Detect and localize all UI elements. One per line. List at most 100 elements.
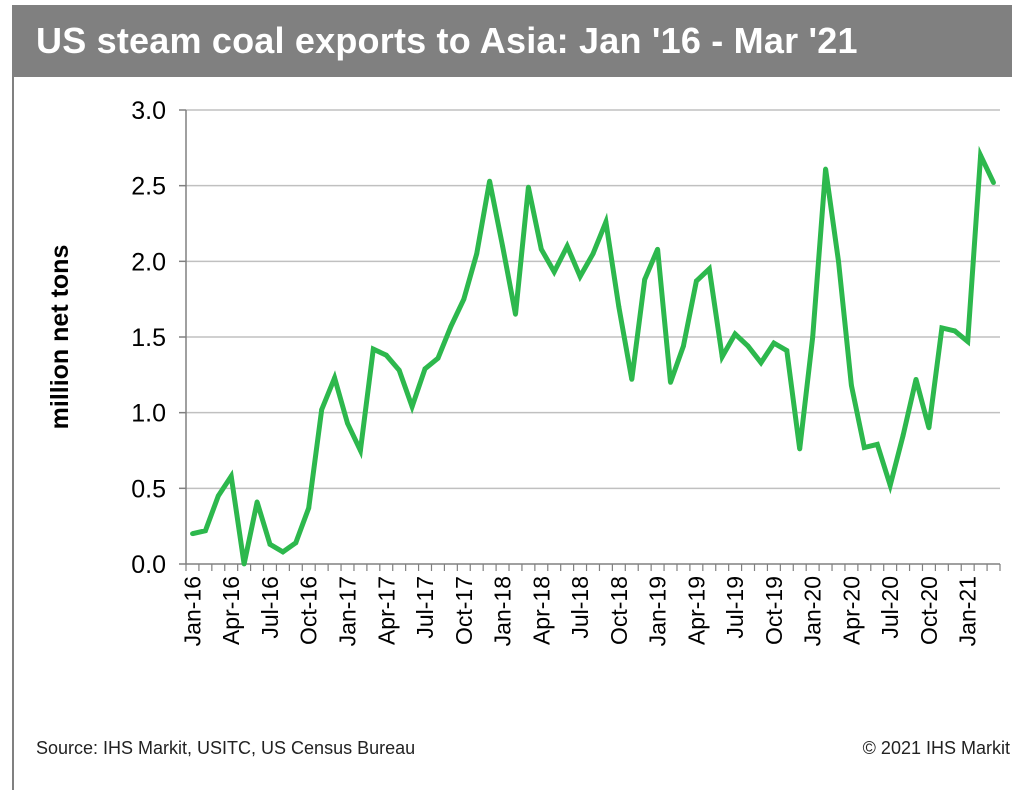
data-point bbox=[280, 549, 286, 555]
data-point bbox=[693, 278, 699, 284]
data-point bbox=[202, 528, 208, 534]
x-tick-label: Jan-16 bbox=[179, 576, 205, 646]
y-tick-label: 0.0 bbox=[131, 551, 166, 579]
data-point bbox=[487, 178, 493, 184]
data-point bbox=[525, 184, 531, 190]
data-point bbox=[836, 258, 841, 264]
data-point bbox=[306, 505, 312, 511]
data-point bbox=[745, 343, 751, 349]
data-point bbox=[370, 346, 376, 352]
data-point bbox=[926, 425, 932, 431]
data-point bbox=[396, 367, 402, 373]
data-point bbox=[564, 243, 570, 249]
data-point bbox=[383, 352, 389, 358]
data-point bbox=[668, 380, 673, 385]
data-point bbox=[706, 266, 712, 272]
y-tick-label: 1.5 bbox=[131, 324, 166, 352]
data-point bbox=[900, 432, 906, 438]
x-tick-label: Apr-19 bbox=[683, 576, 709, 645]
data-point bbox=[474, 251, 480, 257]
data-point bbox=[215, 493, 221, 499]
data-point bbox=[681, 343, 686, 349]
data-point bbox=[655, 246, 661, 252]
data-point bbox=[590, 251, 596, 257]
data-point bbox=[435, 355, 441, 361]
data-point bbox=[241, 561, 247, 567]
data-point bbox=[538, 246, 544, 252]
x-tick-label: Jan-17 bbox=[335, 576, 361, 646]
source-note: Source: IHS Markit, USITC, US Census Bur… bbox=[36, 738, 416, 758]
data-point bbox=[577, 274, 583, 279]
data-point bbox=[629, 376, 635, 382]
data-point bbox=[409, 404, 415, 410]
chart-title: US steam coal exports to Asia: Jan '16 -… bbox=[12, 5, 1012, 77]
frame-border bbox=[12, 77, 14, 790]
data-point bbox=[345, 420, 350, 426]
x-tick-label: Jul-20 bbox=[877, 576, 903, 639]
x-tick-label: Apr-16 bbox=[218, 576, 244, 645]
x-tick-label: Oct-18 bbox=[606, 576, 632, 645]
data-point bbox=[267, 541, 273, 547]
series-group bbox=[190, 145, 996, 567]
copyright-note: © 2021 IHS Markit bbox=[862, 738, 1010, 758]
data-point bbox=[758, 360, 764, 366]
data-point bbox=[732, 331, 738, 337]
y-tick-label: 0.5 bbox=[131, 475, 166, 503]
data-point bbox=[952, 328, 958, 334]
data-point bbox=[771, 340, 777, 346]
data-point bbox=[616, 304, 622, 310]
data-point bbox=[823, 166, 828, 172]
data-point bbox=[448, 324, 454, 329]
x-tick-label: Jan-20 bbox=[800, 576, 826, 646]
data-point bbox=[319, 407, 325, 413]
data-point bbox=[913, 376, 919, 382]
x-axis-ticks: Jan-16 Apr-16 Jul-16 Oct-16 Jan-17 Apr-17 Jul-… bbox=[179, 564, 1001, 646]
data-point bbox=[332, 375, 337, 381]
data-point bbox=[603, 219, 609, 225]
data-point bbox=[861, 445, 867, 450]
x-tick-label: Jul-19 bbox=[722, 576, 748, 639]
data-point bbox=[190, 531, 195, 537]
data-point bbox=[784, 348, 790, 354]
x-tick-label: Jan-19 bbox=[645, 576, 671, 646]
x-tick-label: Oct-17 bbox=[451, 576, 477, 645]
y-tick-label: 2.0 bbox=[131, 248, 166, 276]
gridlines bbox=[186, 109, 1000, 490]
data-point bbox=[642, 277, 648, 282]
x-tick-label: Jul-16 bbox=[257, 576, 283, 639]
x-tick-label: Jan-21 bbox=[955, 576, 981, 646]
x-tick-label: Jul-18 bbox=[567, 576, 593, 639]
x-tick-label: Oct-16 bbox=[296, 576, 322, 645]
data-point bbox=[254, 499, 260, 505]
data-point bbox=[422, 366, 428, 372]
data-point bbox=[358, 448, 363, 453]
data-point bbox=[887, 482, 893, 488]
data-point bbox=[719, 354, 725, 360]
series-line bbox=[191, 145, 996, 565]
data-point bbox=[991, 180, 996, 186]
y-tick-label: 1.0 bbox=[131, 400, 166, 428]
y-axis-label: million net tons bbox=[46, 245, 74, 430]
data-point bbox=[797, 446, 803, 452]
data-point bbox=[228, 473, 234, 479]
x-tick-label: Oct-19 bbox=[761, 576, 787, 645]
y-tick-label: 2.5 bbox=[131, 173, 166, 201]
x-tick-label: Apr-20 bbox=[838, 576, 864, 645]
data-point bbox=[874, 442, 880, 447]
x-tick-label: Jan-18 bbox=[490, 576, 516, 646]
x-tick-label: Jul-17 bbox=[412, 576, 438, 639]
data-point bbox=[293, 540, 299, 546]
x-tick-label: Oct-20 bbox=[916, 576, 942, 645]
data-point bbox=[965, 339, 971, 344]
x-tick-label: Apr-18 bbox=[528, 576, 554, 645]
data-point bbox=[513, 311, 518, 317]
data-point bbox=[849, 383, 854, 388]
x-tick-label: Apr-17 bbox=[373, 576, 399, 645]
data-point bbox=[461, 296, 467, 302]
data-point bbox=[810, 334, 816, 340]
y-axis-ticks: 0.0 0.5 1.0 1.5 2.0 2.5 3.0 bbox=[131, 97, 186, 579]
data-point bbox=[551, 269, 557, 275]
x-axis bbox=[185, 110, 1000, 565]
data-point bbox=[939, 325, 945, 331]
